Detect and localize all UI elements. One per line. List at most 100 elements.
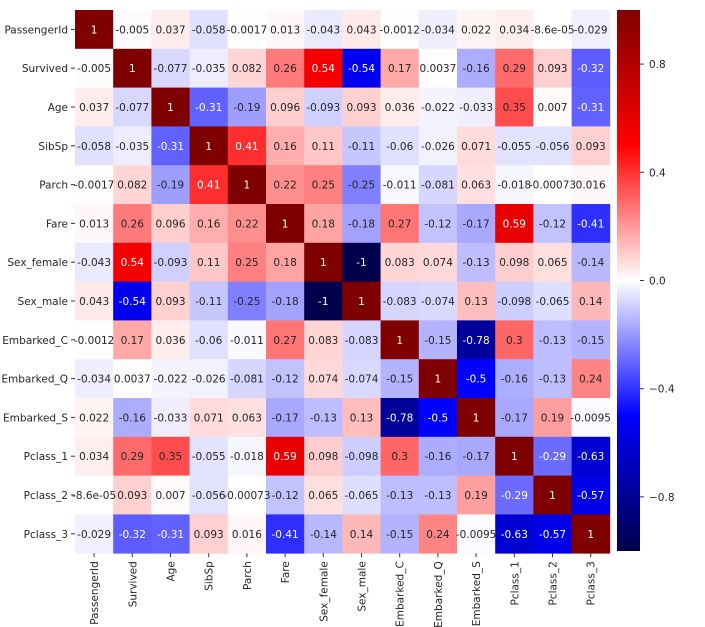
cell-value-1-5: 0.26 bbox=[273, 63, 297, 75]
heatmap-cell-6-10 bbox=[457, 242, 496, 282]
heatmap-cell-0-7 bbox=[342, 10, 381, 50]
heatmap-cell-4-7 bbox=[342, 165, 381, 205]
cell-value-7-9: -0.074 bbox=[421, 296, 455, 308]
cell-value-10-13: -0.0095 bbox=[570, 412, 611, 424]
heatmap-cell-0-4 bbox=[227, 10, 267, 50]
cell-value-4-0: -0.0017 bbox=[74, 180, 115, 192]
heatmap-cell-3-9 bbox=[418, 126, 458, 166]
cell-value-2-13: -0.31 bbox=[577, 102, 604, 114]
cell-value-13-13: 1 bbox=[587, 529, 594, 541]
cell-value-10-11: -0.17 bbox=[501, 412, 528, 424]
heatmap-cell-11-8 bbox=[380, 436, 420, 476]
heatmap-cell-4-10 bbox=[457, 165, 496, 205]
cell-value-11-2: 0.35 bbox=[159, 451, 182, 463]
cell-value-11-5: 0.59 bbox=[273, 451, 296, 463]
cell-value-12-2: 0.007 bbox=[155, 490, 185, 502]
heatmap-cell-12-5 bbox=[266, 475, 305, 515]
cell-value-11-4: -0.018 bbox=[230, 451, 264, 463]
heatmap-cell-0-1 bbox=[113, 10, 152, 50]
heatmap-cell-2-0 bbox=[75, 87, 114, 127]
cell-value-5-6: 0.18 bbox=[312, 218, 335, 230]
cell-value-13-6: -0.14 bbox=[310, 529, 337, 541]
heatmap-cell-6-6 bbox=[304, 242, 343, 282]
heatmap-cell-7-10 bbox=[457, 281, 496, 321]
cell-value-1-7: -0.54 bbox=[348, 63, 375, 75]
heatmap-cell-2-3 bbox=[189, 87, 229, 127]
cell-value-0-11: 0.034 bbox=[499, 24, 529, 36]
heatmap-cell-13-13 bbox=[571, 514, 611, 554]
heatmap-cell-7-5 bbox=[266, 281, 305, 321]
cell-value-6-4: 0.25 bbox=[235, 257, 258, 269]
heatmap-cell-0-5 bbox=[266, 10, 305, 50]
cell-value-4-6: 0.25 bbox=[312, 180, 335, 192]
cell-value-9-13: 0.24 bbox=[579, 374, 603, 386]
cell-value-10-9: -0.5 bbox=[428, 412, 449, 424]
cell-value-13-4: 0.016 bbox=[232, 529, 262, 541]
cell-value-12-6: 0.065 bbox=[308, 490, 338, 502]
heatmap-cell-9-5 bbox=[266, 359, 305, 399]
cell-value-8-9: -0.15 bbox=[424, 335, 451, 347]
heatmap-cell-7-8 bbox=[380, 281, 420, 321]
heatmap-cell-9-12 bbox=[533, 359, 572, 399]
cell-value-11-1: 0.29 bbox=[121, 451, 144, 463]
heatmap-cell-9-7 bbox=[342, 359, 381, 399]
y-tick-label-13: Pclass_3 bbox=[24, 529, 68, 541]
heatmap-cell-7-13 bbox=[571, 281, 611, 321]
heatmap-cell-7-2 bbox=[151, 281, 190, 321]
cell-value-10-5: -0.17 bbox=[272, 412, 299, 424]
heatmap-cell-4-8 bbox=[380, 165, 420, 205]
heatmap-cell-3-2 bbox=[151, 126, 190, 166]
colorbar-tick-label-0: 0.8 bbox=[649, 59, 666, 71]
cell-value-8-5: 0.27 bbox=[273, 335, 296, 347]
heatmap-cell-2-10 bbox=[457, 87, 496, 127]
heatmap-cell-7-7 bbox=[342, 281, 381, 321]
heatmap-cell-8-0 bbox=[75, 320, 114, 360]
heatmap-cell-11-12 bbox=[533, 436, 572, 476]
heatmap-cell-8-11 bbox=[495, 320, 534, 360]
cell-value-9-0: -0.034 bbox=[77, 374, 111, 386]
cell-value-8-7: -0.083 bbox=[345, 335, 379, 347]
cell-value-7-6: -1 bbox=[318, 296, 328, 308]
cell-value-3-13: 0.093 bbox=[576, 141, 606, 153]
heatmap-cell-12-12 bbox=[533, 475, 572, 515]
cell-value-6-8: 0.083 bbox=[385, 257, 415, 269]
cell-value-7-11: -0.098 bbox=[497, 296, 531, 308]
cell-value-11-6: 0.098 bbox=[308, 451, 338, 463]
cell-value-13-12: -0.57 bbox=[539, 529, 566, 541]
heatmap-cell-9-2 bbox=[151, 359, 190, 399]
heatmap-cell-10-8 bbox=[380, 398, 420, 438]
heatmap-cell-7-0 bbox=[75, 281, 114, 321]
cell-value-11-10: -0.17 bbox=[463, 451, 490, 463]
cell-value-5-4: 0.22 bbox=[235, 218, 258, 230]
heatmap-cell-2-4 bbox=[227, 87, 267, 127]
heatmap-cell-7-4 bbox=[227, 281, 267, 321]
heatmap-cell-4-12 bbox=[533, 165, 572, 205]
cell-value-3-1: -0.035 bbox=[115, 141, 149, 153]
cell-value-11-3: -0.055 bbox=[192, 451, 226, 463]
heatmap-cell-1-9 bbox=[418, 48, 458, 88]
heatmap-cell-3-3 bbox=[189, 126, 229, 166]
cell-value-3-6: 0.11 bbox=[312, 141, 335, 153]
heatmap-cell-4-0 bbox=[75, 165, 114, 205]
y-tick-label-10: Embarked_S bbox=[3, 412, 68, 424]
heatmap-cell-1-7 bbox=[342, 48, 381, 88]
heatmap-cell-6-9 bbox=[418, 242, 458, 282]
cell-value-10-6: -0.13 bbox=[310, 412, 337, 424]
cell-value-1-6: 0.54 bbox=[312, 63, 336, 75]
cell-value-10-8: -0.78 bbox=[386, 412, 413, 424]
cell-value-4-2: -0.19 bbox=[157, 180, 184, 192]
heatmap-cell-6-5 bbox=[266, 242, 305, 282]
cell-value-12-9: -0.13 bbox=[424, 490, 451, 502]
heatmap-cell-3-4 bbox=[227, 126, 267, 166]
cell-value-11-12: -0.29 bbox=[539, 451, 566, 463]
cell-value-5-3: 0.16 bbox=[197, 218, 221, 230]
cell-value-2-10: -0.033 bbox=[459, 102, 493, 114]
heatmap-cell-2-9 bbox=[418, 87, 458, 127]
x-tick-label-10: Embarked_S bbox=[471, 561, 483, 626]
heatmap-cell-4-4 bbox=[227, 165, 267, 205]
cell-value-8-13: -0.15 bbox=[577, 335, 604, 347]
cell-value-8-1: 0.17 bbox=[121, 335, 144, 347]
heatmap-cell-4-2 bbox=[151, 165, 190, 205]
cell-value-10-10: 1 bbox=[473, 412, 480, 424]
cell-value-3-8: -0.06 bbox=[386, 141, 413, 153]
